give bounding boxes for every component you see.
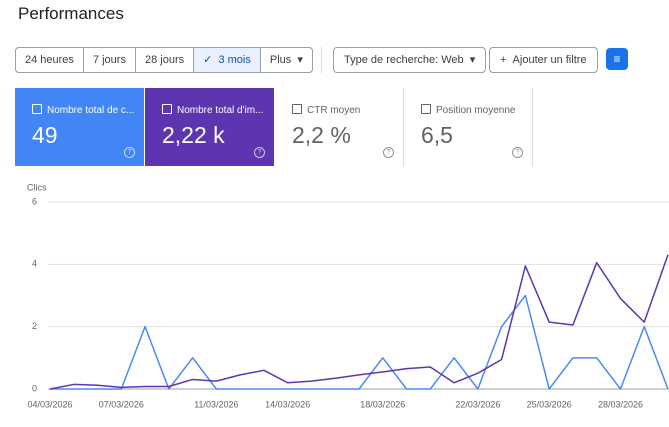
period-label: 3 mois <box>218 54 251 66</box>
help-icon[interactable]: ? <box>512 147 523 158</box>
series-line <box>49 254 669 390</box>
checkbox <box>162 104 172 114</box>
period-button-selected[interactable]: ✓ 3 mois <box>194 48 261 72</box>
metric-label: Position moyenne <box>421 104 532 116</box>
metric-label-text: CTR moyen <box>307 105 361 116</box>
caret: ▾ <box>291 54 303 66</box>
metric-value: 2,22 k <box>162 122 225 148</box>
x-tick-label: 28/03/2026 <box>598 399 643 409</box>
plus-icon: + <box>500 54 513 66</box>
x-tick-label: 14/03/2026 <box>265 399 310 409</box>
x-tick-label: 25/03/2026 <box>527 399 572 409</box>
metric-card[interactable]: Nombre total de c... 49 ? <box>15 88 144 166</box>
x-tick-label: 04/03/2026 <box>27 399 72 409</box>
check-icon: ✓ <box>203 54 219 66</box>
metric-label-text: Nombre total de c... <box>47 105 135 116</box>
period-button[interactable]: 24 heures <box>16 48 84 72</box>
metric-label: Nombre total de c... <box>32 104 144 116</box>
x-tick-label: 18/03/2026 <box>360 399 405 409</box>
x-tick-label: 11/03/2026 <box>194 399 238 409</box>
x-tick-label: 22/03/2026 <box>455 399 500 409</box>
help-icon[interactable]: ? <box>124 147 135 158</box>
page-title: Performances <box>18 4 124 23</box>
divider <box>321 47 322 73</box>
metric-card[interactable]: Nombre total d'im... 2,22 k ? <box>145 88 274 166</box>
period-button[interactable]: 7 jours <box>84 48 136 72</box>
add-filter-button[interactable]: + Ajouter un filtre <box>489 47 598 73</box>
y-tick-label: 0 <box>32 383 37 393</box>
checkbox <box>421 104 431 114</box>
metric-label: CTR moyen <box>292 104 403 116</box>
button-label: Ajouter un filtre <box>512 54 587 66</box>
metric-label-text: Position moyenne <box>436 105 516 116</box>
help-icon[interactable]: ? <box>383 147 394 158</box>
checkbox <box>292 104 302 114</box>
period-button[interactable]: 28 jours <box>136 48 195 72</box>
metric-value: 6,5 <box>421 122 453 148</box>
y-tick-label: 2 <box>32 321 37 331</box>
dropdown-label: Type de recherche: Web <box>344 54 464 66</box>
checkbox <box>32 104 42 114</box>
search-type-dropdown[interactable]: Type de recherche: Web ▾ <box>333 47 487 73</box>
metric-card[interactable]: Position moyenne 6,5 ? <box>404 88 533 166</box>
help-icon[interactable]: ? <box>254 147 265 158</box>
x-tick-label: 07/03/2026 <box>99 399 144 409</box>
period-selector[interactable]: 24 heures 7 jours 28 jours ✓ 3 mois Plus… <box>15 47 313 73</box>
series-line <box>50 294 669 390</box>
y-axis-label: Clics <box>27 182 47 192</box>
period-more[interactable]: Plus ▾ <box>261 48 312 72</box>
y-tick-label: 4 <box>32 259 37 269</box>
filter-icon-button[interactable]: ≡ <box>606 48 628 70</box>
caret: ▾ <box>463 54 476 66</box>
metric-label: Nombre total d'im... <box>162 104 274 116</box>
metric-value: 2,2 % <box>292 122 351 148</box>
more-label: Plus <box>269 54 292 66</box>
y-tick-label: 6 <box>32 196 37 206</box>
metric-label-text: Nombre total d'im... <box>177 105 264 116</box>
metric-value: 49 <box>32 122 58 148</box>
chart: Clics 0 2 4 6 04/03/2026 07/03/2026 11/03/2026… <box>27 182 669 409</box>
metric-card[interactable]: CTR moyen 2,2 % ? <box>275 88 404 166</box>
